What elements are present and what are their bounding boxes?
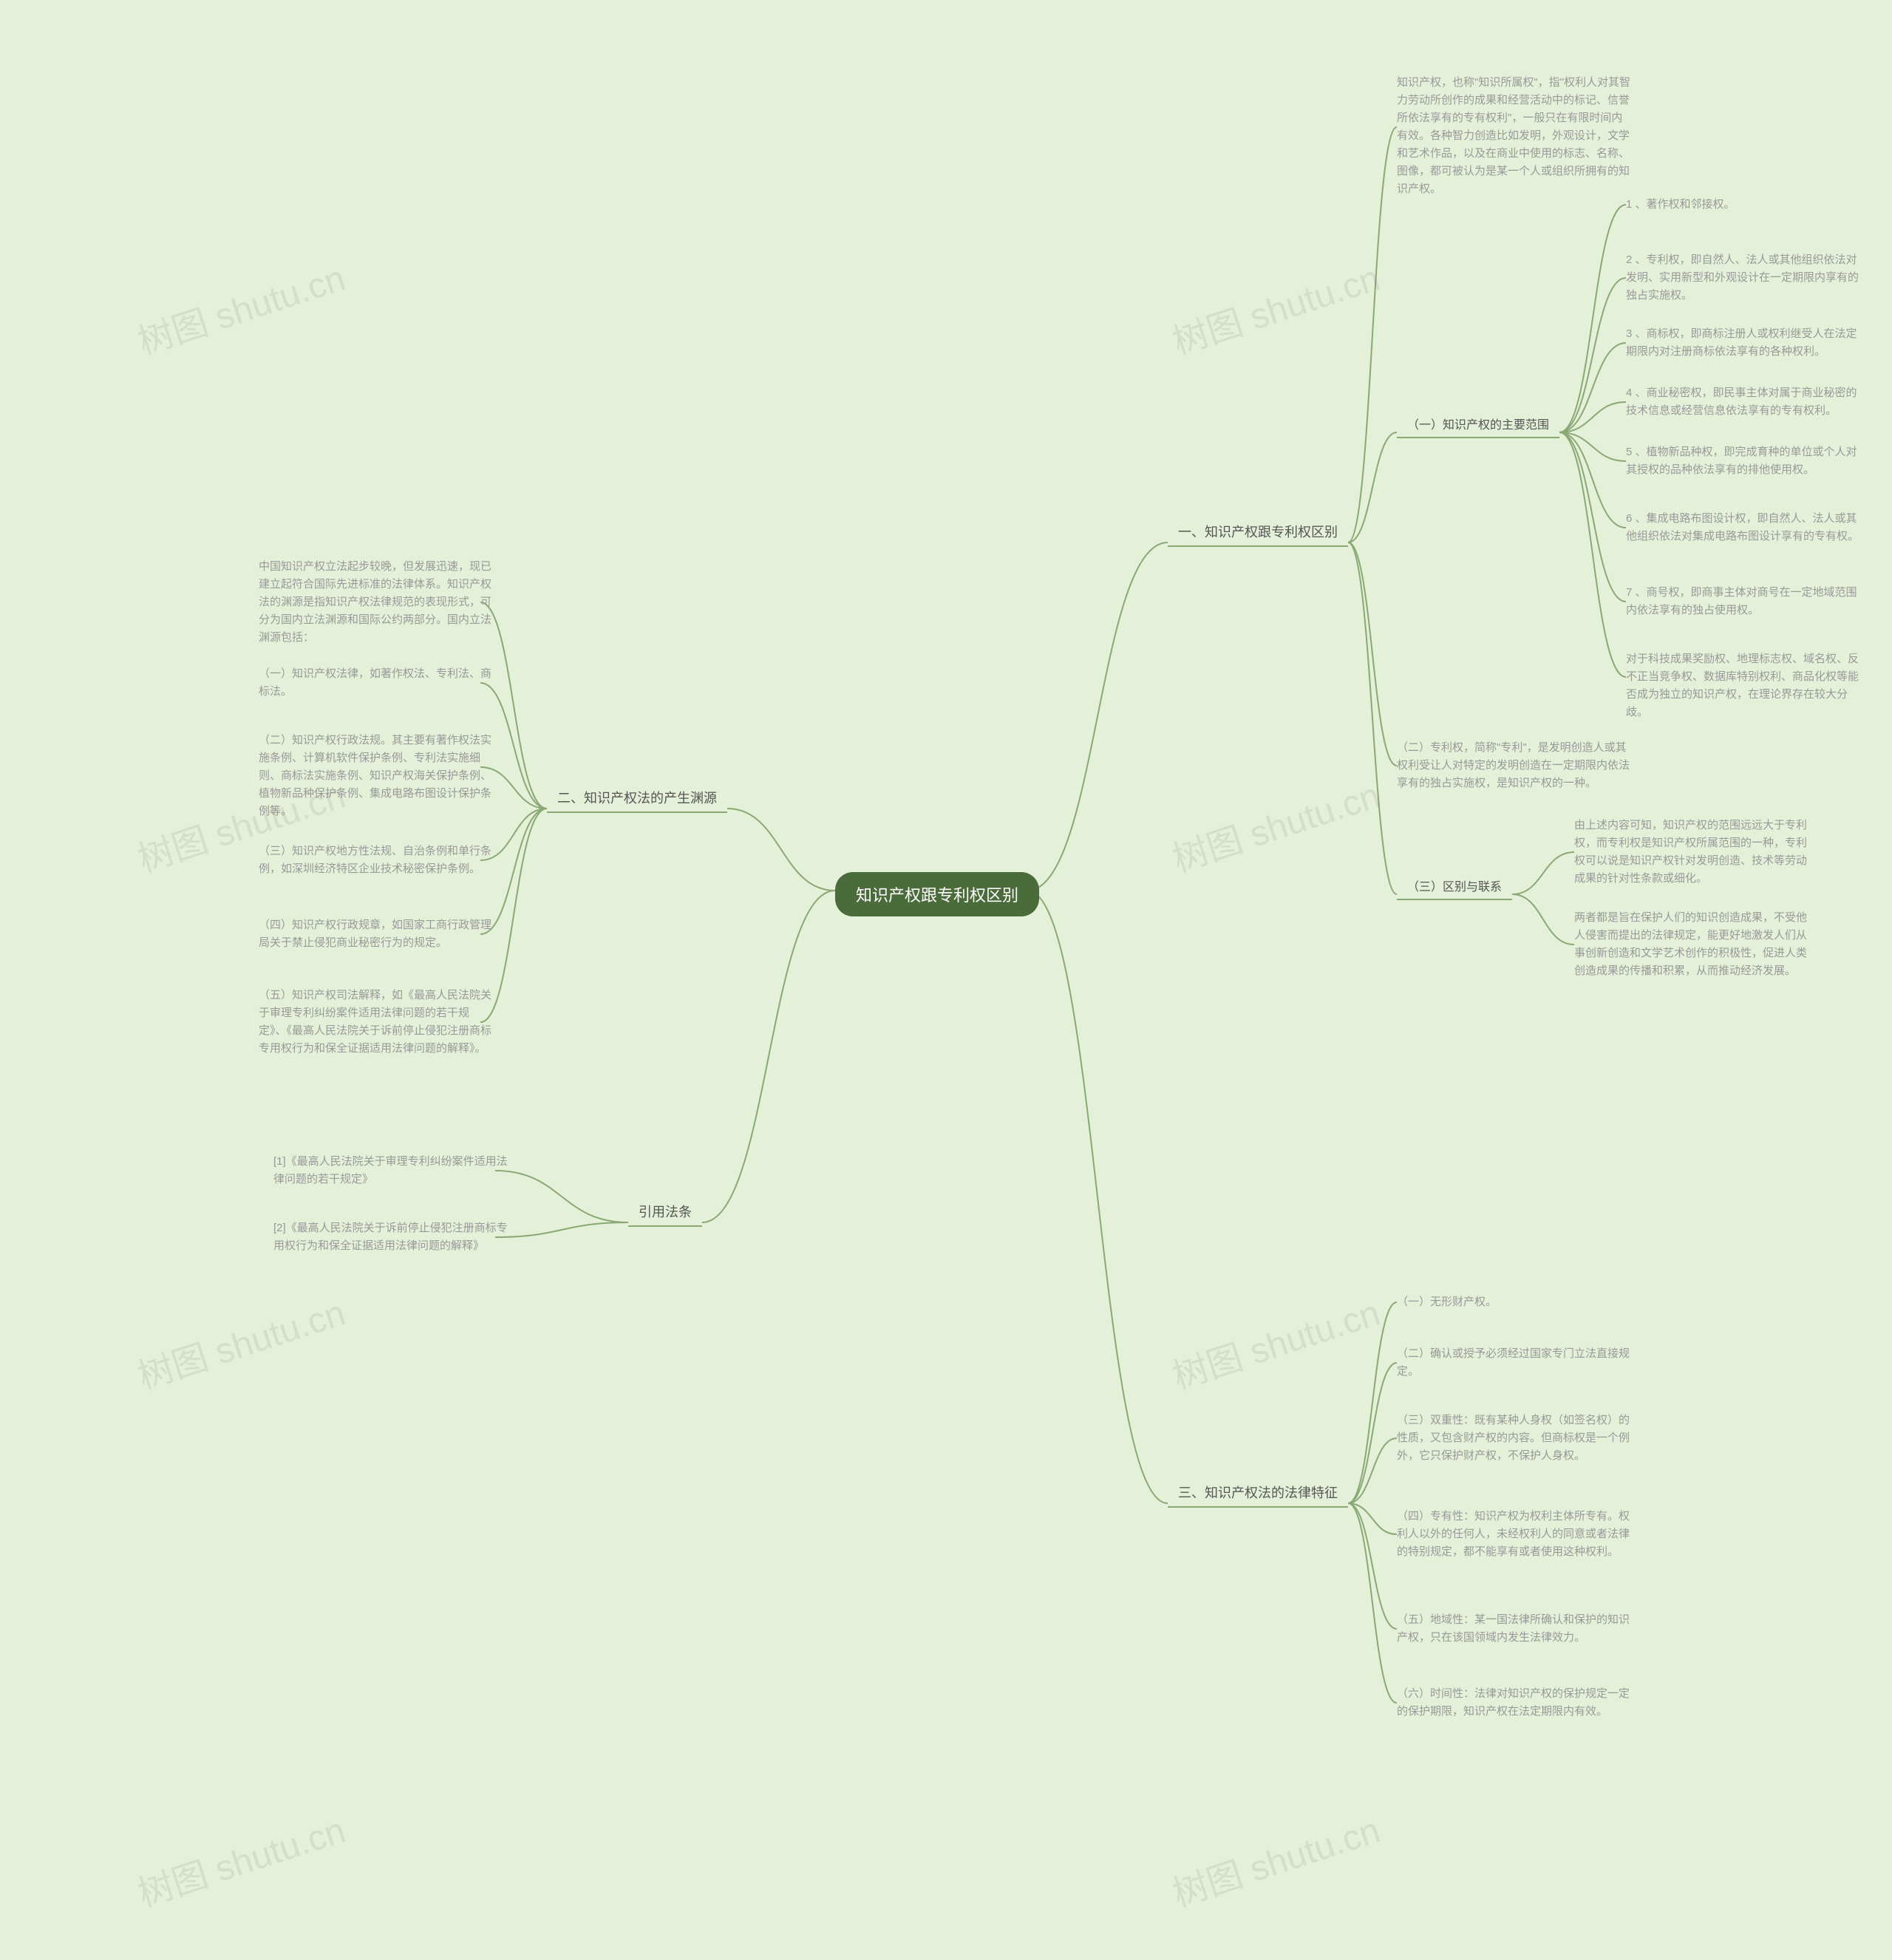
branch-node: 一、知识产权跟专利权区别 (1168, 517, 1348, 547)
leaf-node: 5 、植物新品种权，即完成育种的单位或个人对其授权的品种依法享有的排他使用权。 (1626, 443, 1862, 479)
leaf-node: 由上述内容可知，知识产权的范围远远大于专利权，而专利权是知识产权所属范围的一种，… (1574, 817, 1811, 888)
leaf-node: （四）知识产权行政规章，如国家工商行政管理局关于禁止侵犯商业秘密行为的规定。 (259, 916, 495, 952)
leaf-node: （五）知识产权司法解释，如《最高人民法院关于审理专利纠纷案件适用法律问题的若干规… (259, 987, 495, 1058)
watermark: 树图 shutu.cn (1165, 1801, 1385, 1916)
leaf-node: 2 、专利权，即自然人、法人或其他组织依法对发明、实用新型和外观设计在一定期限内… (1626, 251, 1862, 304)
leaf-node: 3 、商标权，即商标注册人或权利继受人在法定期限内对注册商标依法享有的各种权利。 (1626, 325, 1862, 361)
leaf-node: （二）知识产权行政法规。其主要有著作权法实施条例、计算机软件保护条例、专利法实施… (259, 732, 495, 820)
branch-node: 三、知识产权法的法律特征 (1168, 1478, 1348, 1508)
leaf-node: 7 、商号权，即商事主体对商号在一定地域范围内依法享有的独占使用权。 (1626, 584, 1862, 619)
leaf-node: （一）知识产权法律，如著作权法、专利法、商标法。 (259, 665, 495, 701)
leaf-node: 6 、集成电路布图设计权，即自然人、法人或其他组织依法对集成电路布图设计享有的专… (1626, 510, 1862, 545)
watermark: 树图 shutu.cn (1165, 1284, 1385, 1399)
watermark: 树图 shutu.cn (130, 249, 350, 364)
leaf-node: 对于科技成果奖励权、地理标志权、域名权、反不正当竞争权、数据库特别权利、商品化权… (1626, 650, 1862, 721)
leaf-node: 知识产权，也称"知识所属权"，指"权利人对其智力劳动所创作的成果和经营活动中的标… (1397, 74, 1633, 198)
sub-branch-node: （一）知识产权的主要范围 (1397, 410, 1559, 438)
center-node: 知识产权跟专利权区别 (835, 872, 1039, 916)
watermark: 树图 shutu.cn (130, 1284, 350, 1399)
sub-branch-node: （三）区别与联系 (1397, 872, 1512, 900)
watermark: 树图 shutu.cn (130, 1801, 350, 1916)
leaf-node: （二）确认或授予必须经过国家专门立法直接规定。 (1397, 1345, 1633, 1381)
leaf-node: （五）地域性：某一国法律所确认和保护的知识产权，只在该国领域内发生法律效力。 (1397, 1611, 1633, 1647)
mindmap-connections (0, 0, 1892, 1960)
leaf-node: 中国知识产权立法起步较晚，但发展迅速，现已建立起符合国际先进标准的法律体系。知识… (259, 558, 495, 647)
leaf-node: 两者都是旨在保护人们的知识创造成果，不受他人侵害而提出的法律规定，能更好地激发人… (1574, 909, 1811, 980)
leaf-node: （三）双重性：既有某种人身权（如签名权）的性质，又包含财产权的内容。但商标权是一… (1397, 1412, 1633, 1465)
branch-node: 二、知识产权法的产生渊源 (547, 783, 727, 813)
leaf-node: [1]《最高人民法院关于审理专利纠纷案件适用法律问题的若干规定》 (273, 1153, 510, 1188)
leaf-node: （六）时间性：法律对知识产权的保护规定一定的保护期限，知识产权在法定期限内有效。 (1397, 1685, 1633, 1721)
leaf-node: [2]《最高人民法院关于诉前停止侵犯注册商标专用权行为和保全证据适用法律问题的解… (273, 1219, 510, 1255)
watermark: 树图 shutu.cn (1165, 766, 1385, 882)
branch-node: 引用法条 (628, 1197, 702, 1227)
leaf-node: （一）无形财产权。 (1397, 1293, 1497, 1311)
leaf-node: 4 、商业秘密权，即民事主体对属于商业秘密的技术信息或经营信息依法享有的专有权利… (1626, 384, 1862, 420)
leaf-node: （三）知识产权地方性法规、自治条例和单行条例，如深圳经济特区企业技术秘密保护条例… (259, 843, 495, 878)
leaf-node: 1 、著作权和邻接权。 (1626, 196, 1735, 214)
leaf-node: （二）专利权，简称"专利"，是发明创造人或其权利受让人对特定的发明创造在一定期限… (1397, 739, 1633, 792)
watermark: 树图 shutu.cn (1165, 249, 1385, 364)
leaf-node: （四）专有性：知识产权为权利主体所专有。权利人以外的任何人，未经权利人的同意或者… (1397, 1508, 1633, 1561)
